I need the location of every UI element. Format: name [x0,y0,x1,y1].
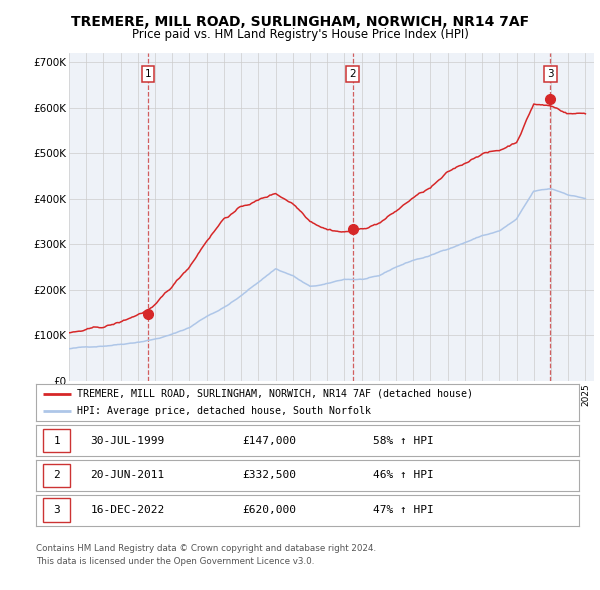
Text: TREMERE, MILL ROAD, SURLINGHAM, NORWICH, NR14 7AF: TREMERE, MILL ROAD, SURLINGHAM, NORWICH,… [71,15,529,29]
Text: 46% ↑ HPI: 46% ↑ HPI [373,470,433,480]
Text: Price paid vs. HM Land Registry's House Price Index (HPI): Price paid vs. HM Land Registry's House … [131,28,469,41]
Text: £620,000: £620,000 [242,505,296,515]
Text: 2: 2 [349,70,356,80]
Text: 20-JUN-2011: 20-JUN-2011 [91,470,164,480]
Text: TREMERE, MILL ROAD, SURLINGHAM, NORWICH, NR14 7AF (detached house): TREMERE, MILL ROAD, SURLINGHAM, NORWICH,… [77,389,473,398]
Text: 30-JUL-1999: 30-JUL-1999 [91,435,164,445]
Text: 1: 1 [145,70,151,80]
Text: This data is licensed under the Open Government Licence v3.0.: This data is licensed under the Open Gov… [36,558,314,566]
FancyBboxPatch shape [43,499,70,522]
Text: 47% ↑ HPI: 47% ↑ HPI [373,505,433,515]
Text: 1: 1 [53,435,60,445]
Text: 2: 2 [53,470,60,480]
Text: Contains HM Land Registry data © Crown copyright and database right 2024.: Contains HM Land Registry data © Crown c… [36,545,376,553]
Text: 58% ↑ HPI: 58% ↑ HPI [373,435,433,445]
Text: £147,000: £147,000 [242,435,296,445]
Text: £332,500: £332,500 [242,470,296,480]
Text: 3: 3 [53,505,60,515]
Text: 3: 3 [547,70,554,80]
FancyBboxPatch shape [43,464,70,487]
Text: 16-DEC-2022: 16-DEC-2022 [91,505,164,515]
Text: HPI: Average price, detached house, South Norfolk: HPI: Average price, detached house, Sout… [77,406,371,415]
FancyBboxPatch shape [43,429,70,453]
